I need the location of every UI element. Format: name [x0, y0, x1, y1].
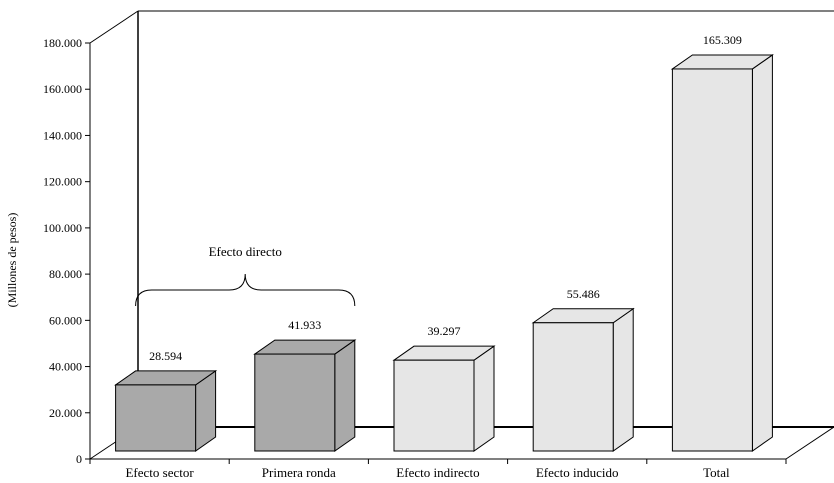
x-tick-label: Efecto inducido: [536, 465, 619, 480]
x-axis: Efecto sector Primera ronda Efecto indirec…: [89, 458, 787, 480]
bar: [114, 369, 218, 452]
bar-value-label: 39.297: [428, 324, 461, 338]
y-tick-label: 40.000: [49, 360, 82, 374]
y-axis-label: (Millones de pesos): [5, 213, 19, 308]
y-tick-label: 80.000: [49, 267, 82, 281]
y-axis: 0 20.000 40.000 60.000 80.000 100.000 120.000 1…: [43, 36, 91, 466]
bar-side: [473, 345, 495, 452]
bar-value-label: 41.933: [288, 318, 321, 332]
floor-right-edge: [785, 426, 834, 460]
bar: [531, 307, 635, 452]
bar-value-label: 55.486: [567, 287, 600, 301]
bar-side: [334, 339, 356, 452]
bar: [670, 53, 774, 452]
bar-front: [393, 359, 475, 452]
y-tick-label: 160.000: [43, 82, 82, 96]
bars: 28.594 41.933 39.297 55.486 165.309: [114, 33, 774, 452]
bar-front: [115, 384, 197, 452]
bar: [253, 339, 357, 452]
bar-value-label: 28.594: [149, 349, 182, 363]
bar-front: [671, 68, 753, 452]
y-tick-label: 60.000: [49, 313, 82, 327]
x-tick-label: Total: [703, 465, 730, 480]
y-tick-label: 100.000: [43, 221, 82, 235]
y-tick-label: 140.000: [43, 128, 82, 142]
x-tick-label: Efecto sector: [125, 465, 194, 480]
annotation-label: Efecto directo: [209, 244, 282, 259]
bar-side: [751, 53, 773, 452]
bar-value-label: 165.309: [703, 33, 742, 47]
bar: [392, 345, 496, 452]
side-wall-top: [89, 10, 139, 44]
y-tick-label: 120.000: [43, 175, 82, 189]
x-tick-label: Primera ronda: [262, 465, 336, 480]
x-tick-label: Efecto indirecto: [396, 465, 479, 480]
y-tick-label: 180.000: [43, 36, 82, 50]
y-tick-label: 20.000: [49, 406, 82, 420]
effect-brace: [135, 273, 356, 307]
bar-front: [254, 353, 336, 452]
bar-front: [532, 322, 614, 452]
annotation-group: Efecto directo: [135, 244, 356, 307]
bar-side: [612, 307, 634, 452]
y-tick-label: 0: [76, 452, 82, 466]
